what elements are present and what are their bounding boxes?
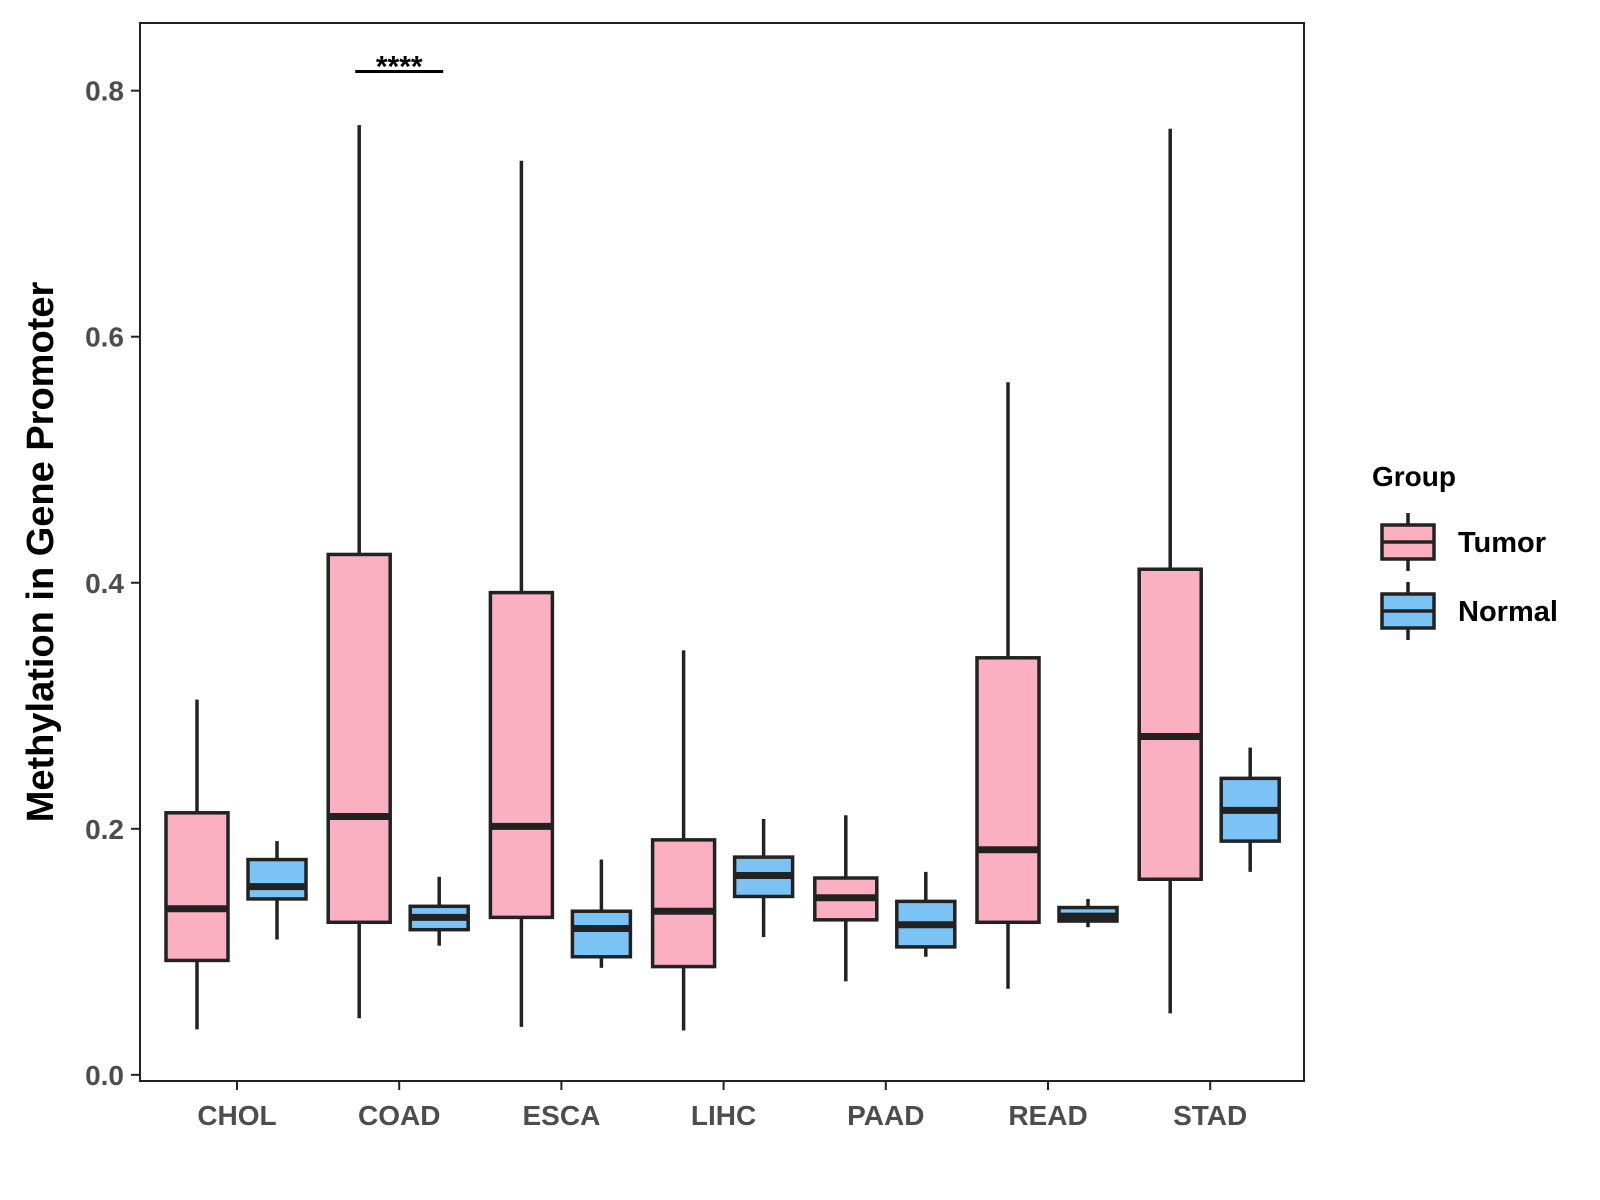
significance-annotations: **** bbox=[355, 51, 444, 84]
x-tick-label: ESCA bbox=[523, 1100, 601, 1131]
x-tick-label: COAD bbox=[358, 1100, 440, 1131]
box-tumor-chol bbox=[164, 699, 230, 1030]
plot-panel-border bbox=[139, 22, 1305, 1082]
box-iqr bbox=[1137, 567, 1203, 881]
box-normal-esca bbox=[570, 859, 633, 968]
box-tumor-lihc bbox=[650, 650, 717, 1031]
legend-label: Normal bbox=[1458, 596, 1558, 628]
box-iqr bbox=[975, 656, 1041, 925]
box-iqr bbox=[326, 552, 392, 925]
y-axis-title: Methylation in Gene Promoter bbox=[20, 282, 62, 823]
box-normal-read bbox=[1057, 898, 1119, 928]
box-iqr bbox=[246, 857, 308, 901]
box-normal-paad bbox=[895, 871, 957, 957]
box-normal-stad bbox=[1219, 747, 1281, 872]
box-marks bbox=[164, 125, 1281, 1031]
box-iqr bbox=[164, 811, 230, 963]
x-tick-label: READ bbox=[1008, 1100, 1087, 1131]
x-tick-label: STAD bbox=[1173, 1100, 1247, 1131]
y-tick-label: 0.8 bbox=[85, 76, 124, 107]
legend-entry-normal: Normal bbox=[1380, 582, 1558, 640]
box-iqr bbox=[488, 590, 555, 920]
significance-label: **** bbox=[376, 51, 423, 84]
box-normal-coad bbox=[408, 876, 470, 946]
axes: 0.0 0.2 0.4 0.6 0.8 CHOL COAD ESCA LIHC PAAD READ S… bbox=[85, 76, 1247, 1131]
legend-entry-tumor: Tumor bbox=[1380, 513, 1546, 571]
box-iqr bbox=[650, 838, 717, 969]
y-tick-label: 0.2 bbox=[85, 814, 124, 845]
box-iqr bbox=[570, 909, 633, 959]
x-tick-label: LIHC bbox=[691, 1100, 756, 1131]
x-tick-label: CHOL bbox=[197, 1100, 276, 1131]
legend-title: Group bbox=[1372, 461, 1456, 492]
box-tumor-paad bbox=[813, 815, 879, 982]
box-tumor-coad bbox=[326, 125, 392, 1019]
y-tick-label: 0.4 bbox=[85, 568, 124, 599]
legend: Group Tumor Normal bbox=[1372, 461, 1558, 640]
plot-area bbox=[139, 22, 1305, 1082]
y-tick-label: 0.0 bbox=[85, 1060, 124, 1091]
box-tumor-stad bbox=[1137, 128, 1203, 1014]
y-tick-label: 0.6 bbox=[85, 322, 124, 353]
x-tick-label: PAAD bbox=[847, 1100, 924, 1131]
box-normal-lihc bbox=[732, 818, 795, 938]
box-normal-chol bbox=[246, 841, 308, 940]
box-tumor-read bbox=[975, 382, 1041, 989]
legend-label: Tumor bbox=[1458, 527, 1546, 559]
box-tumor-esca bbox=[488, 160, 555, 1027]
